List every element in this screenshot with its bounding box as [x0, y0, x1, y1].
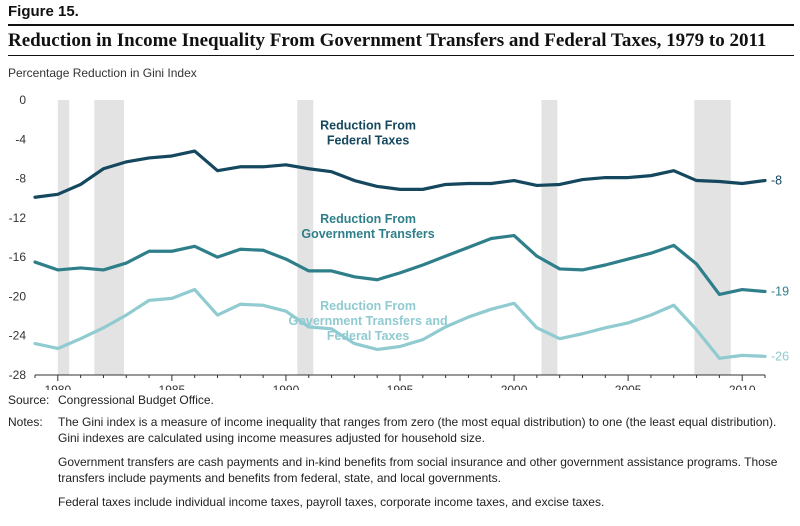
source-text: Congressional Budget Office. [58, 393, 214, 407]
source-row: Source: Congressional Budget Office. [8, 392, 794, 408]
x-tick-label-6: 2010 [729, 383, 756, 390]
notes-row: Notes: The Gini index is a measure of in… [8, 414, 794, 446]
series-label-1-line-1: Government Transfers [301, 227, 434, 241]
title-rule-top [8, 24, 794, 26]
chart-title: Reduction in Income Inequality From Gove… [8, 30, 767, 51]
series-end-label-1: -19 [771, 285, 789, 299]
y-tick-label-7: -28 [9, 368, 27, 382]
series-label-2-line-1: Government Transfers and [289, 314, 448, 328]
source-label: Source: [8, 393, 50, 407]
series-label-1-line-0: Reduction From [320, 212, 416, 226]
figure-label: Figure 15. [8, 3, 79, 20]
x-tick-label-4: 2000 [501, 383, 528, 390]
x-tick-label-0: 1980 [44, 383, 71, 390]
recession-band-3 [541, 100, 558, 375]
y-tick-label-6: -24 [9, 329, 27, 343]
recession-band-4 [694, 100, 731, 375]
y-axis-label: Percentage Reduction in Gini Index [8, 66, 197, 80]
note-gini: The Gini index is a measure of income in… [58, 415, 777, 445]
series-end-label-0: -8 [771, 174, 782, 188]
recession-band-0 [57, 100, 70, 375]
x-tick-label-2: 1990 [273, 383, 300, 390]
x-tick-label-5: 2005 [615, 383, 642, 390]
series-label-0-line-0: Reduction From [320, 118, 416, 132]
series-label-2: Reduction From Government Transfers and Fe… [289, 299, 448, 343]
notes-label: Notes: [8, 415, 43, 429]
y-tick-label-0: 0 [19, 93, 26, 107]
series-label-0-line-1: Federal Taxes [327, 133, 410, 147]
note-taxes: Federal taxes include individual income … [58, 495, 605, 509]
notes-block: Source: Congressional Budget Office. Not… [8, 392, 794, 510]
series-label-0: Reduction From Federal Taxes [320, 118, 416, 147]
series-line-1 [33, 233, 767, 297]
x-tick-label-3: 1995 [387, 383, 414, 390]
note-transfers: Government transfers are cash payments a… [58, 455, 778, 485]
series-label-1: Reduction From Government Transfers [301, 212, 434, 241]
series-line-0 [33, 149, 767, 199]
line-chart: 0 -4 -8 -12 -16 -20 -24 -28 1980 1985 1990 1995 2000… [9, 93, 789, 390]
y-tick-label-5: -20 [9, 289, 27, 303]
y-tick-label-4: -16 [9, 250, 27, 264]
y-tick-label-2: -8 [15, 172, 26, 186]
series-end-label-2: -26 [771, 349, 789, 363]
series-label-2-line-0: Reduction From [320, 299, 416, 313]
title-rule-bottom [8, 55, 794, 56]
x-tick-label-1: 1985 [159, 383, 186, 390]
y-tick-label-3: -12 [9, 211, 27, 225]
series-label-2-line-2: Federal Taxes [327, 329, 410, 343]
recession-band-1 [94, 100, 124, 375]
y-tick-label-1: -4 [15, 132, 26, 146]
